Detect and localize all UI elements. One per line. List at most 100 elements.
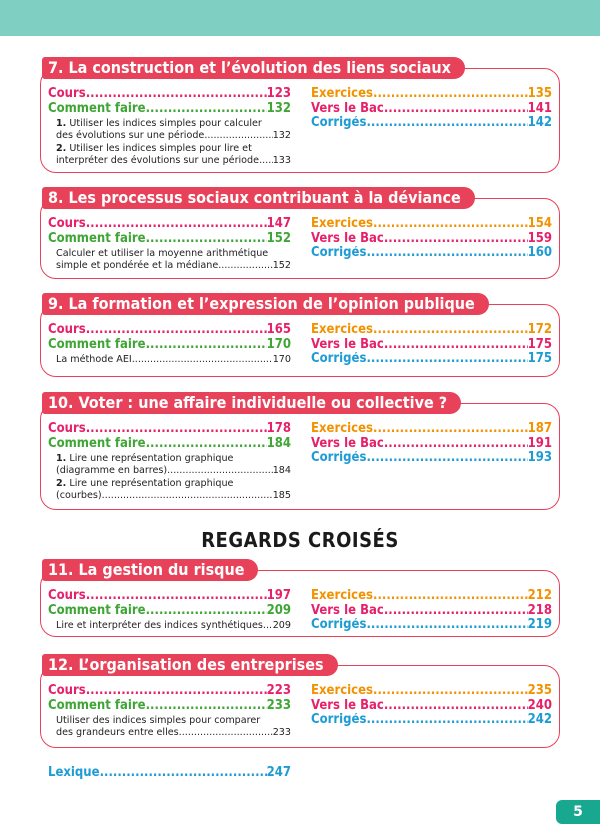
corriges-page: 175 [527, 352, 552, 366]
sub-page: 233 [272, 727, 291, 738]
corriges-page: 219 [527, 618, 552, 632]
vers-le-bac-entry[interactable]: Vers le Bac218 [311, 604, 552, 619]
lexique-entry[interactable]: Lexique 247 [48, 766, 291, 781]
exercices-entry[interactable]: Exercices187 [311, 422, 552, 437]
chapter-right-column: Exercices172 Vers le Bac175 Corrigés175 [311, 323, 552, 367]
method-list: 1. Lire une représentation graphique (di… [56, 453, 291, 502]
chapter-title[interactable]: 9. La formation et l’expression de l’opi… [42, 293, 489, 315]
comment-faire-page: 132 [266, 101, 291, 116]
corriges-page: 142 [527, 116, 552, 130]
exercices-entry[interactable]: Exercices172 [311, 323, 552, 338]
comment-faire-entry[interactable]: Comment faire209 [48, 604, 291, 619]
comment-faire-entry[interactable]: Comment faire132 [48, 102, 291, 117]
chapter-title[interactable]: 8. Les processus sociaux contribuant à l… [42, 187, 475, 209]
corriges-page: 160 [527, 246, 552, 260]
chapter-left-column: Cours147 Comment faire152 Calculer et ut… [48, 217, 291, 272]
exercices-page: 212 [527, 589, 552, 603]
chapter-left-column: Cours123 Comment faire132 1. Utiliser le… [48, 87, 291, 167]
chapter-title[interactable]: 11. La gestion du risque [42, 559, 259, 581]
corriges-entry[interactable]: Corrigés175 [311, 352, 552, 367]
vers-le-bac-entry[interactable]: Vers le Bac141 [311, 102, 552, 117]
vers-le-bac-entry[interactable]: Vers le Bac191 [311, 437, 552, 452]
chapter-block: 9. La formation et l’expression de l’opi… [40, 293, 560, 377]
section-heading: REGARDS CROISÉS [201, 528, 399, 552]
comment-faire-page: 152 [266, 231, 291, 246]
method-list: 1. Utiliser les indices simples pour cal… [56, 118, 291, 167]
method-entry[interactable]: Utiliser des indices simples pour compar… [56, 715, 291, 739]
sub-text-line1: Lire une représentation graphique [69, 478, 234, 489]
comment-faire-entry[interactable]: Comment faire184 [48, 437, 291, 452]
vers-le-bac-page: 191 [527, 436, 552, 451]
corriges-entry[interactable]: Corrigés242 [311, 713, 552, 728]
comment-faire-entry[interactable]: Comment faire170 [48, 338, 291, 353]
corriges-entry[interactable]: Corrigés219 [311, 618, 552, 633]
page-number-badge: 5 [556, 800, 600, 824]
vers-le-bac-page: 240 [527, 698, 552, 713]
cours-entry[interactable]: Cours147 [48, 217, 291, 232]
method-entry[interactable]: La méthode AEI 170 [56, 354, 291, 366]
comment-faire-page: 233 [266, 698, 291, 713]
vers-le-bac-entry[interactable]: Vers le Bac240 [311, 699, 552, 714]
sub-text-line1: Lire une représentation graphique [69, 453, 234, 464]
chapter-left-column: Cours178 Comment faire184 1. Lire une re… [48, 422, 291, 502]
chapter-left-column: Cours197 Comment faire209 Lire et interp… [48, 589, 291, 632]
sub-text-line2: des évolutions sur une période [56, 130, 205, 141]
sub-page: 133 [272, 155, 291, 166]
exercices-entry[interactable]: Exercices154 [311, 217, 552, 232]
comment-faire-entry[interactable]: Comment faire152 [48, 232, 291, 247]
sub-text-line1: Utiliser les indices simples pour calcul… [69, 118, 262, 129]
method-entry[interactable]: Lire et interpréter des indices synthéti… [56, 620, 291, 632]
corriges-entry[interactable]: Corrigés142 [311, 116, 552, 131]
vers-le-bac-page: 175 [527, 337, 552, 352]
method-entry[interactable]: 2. Lire une représentation graphique (co… [56, 478, 291, 502]
cours-page: 223 [266, 684, 291, 698]
cours-page: 147 [266, 217, 291, 231]
corriges-page: 242 [527, 713, 552, 727]
method-entry[interactable]: 1. Utiliser les indices simples pour cal… [56, 118, 291, 142]
corriges-entry[interactable]: Corrigés160 [311, 246, 552, 261]
sub-text-line2: (courbes) [56, 490, 102, 501]
cours-page: 123 [266, 87, 291, 101]
comment-faire-page: 209 [266, 603, 291, 618]
vers-le-bac-page: 159 [527, 231, 552, 246]
chapter-block: 8. Les processus sociaux contribuant à l… [40, 187, 560, 279]
exercices-page: 154 [527, 217, 552, 231]
chapter-right-column: Exercices154 Vers le Bac159 Corrigés160 [311, 217, 552, 261]
method-entry[interactable]: 2. Utiliser les indices simples pour lir… [56, 143, 291, 167]
chapter-title[interactable]: 12. L’organisation des entreprises [42, 654, 338, 676]
lexique-label: Lexique [48, 766, 100, 780]
exercices-entry[interactable]: Exercices212 [311, 589, 552, 604]
cours-entry[interactable]: Cours197 [48, 589, 291, 604]
vers-le-bac-page: 218 [527, 603, 552, 618]
exercices-entry[interactable]: Exercices135 [311, 87, 552, 102]
vers-le-bac-entry[interactable]: Vers le Bac159 [311, 232, 552, 247]
cours-page: 165 [266, 323, 291, 337]
exercices-page: 135 [527, 87, 552, 101]
chapter-title[interactable]: 7. La construction et l’évolution des li… [42, 57, 465, 79]
cours-page: 178 [266, 422, 291, 436]
cours-entry[interactable]: Cours123 [48, 87, 291, 102]
chapter-right-column: Exercices135 Vers le Bac141 Corrigés142 [311, 87, 552, 131]
cours-entry[interactable]: Cours165 [48, 323, 291, 338]
method-list: Calculer et utiliser la moyenne arithmét… [56, 248, 291, 272]
sub-text-line2: La méthode AEI [56, 354, 132, 365]
chapter-block: 11. La gestion du risque Cours197 Commen… [40, 559, 560, 637]
chapter-right-column: Exercices212 Vers le Bac218 Corrigés219 [311, 589, 552, 633]
chapter-left-column: Cours165 Comment faire170 La méthode AEI… [48, 323, 291, 366]
vers-le-bac-entry[interactable]: Vers le Bac175 [311, 338, 552, 353]
sub-text-line1: Utiliser des indices simples pour compar… [56, 715, 261, 726]
corriges-entry[interactable]: Corrigés193 [311, 451, 552, 466]
chapter-left-column: Cours223 Comment faire233 Utiliser des i… [48, 684, 291, 739]
sub-text-line2: simple et pondérée et la médiane [56, 260, 219, 271]
method-entry[interactable]: 1. Lire une représentation graphique (di… [56, 453, 291, 477]
chapter-title[interactable]: 10. Voter : une affaire individuelle ou … [42, 392, 462, 414]
comment-faire-entry[interactable]: Comment faire233 [48, 699, 291, 714]
method-entry[interactable]: Calculer et utiliser la moyenne arithmét… [56, 248, 291, 272]
sub-text-line2: Lire et interpréter des indices synthéti… [56, 620, 263, 631]
cours-entry[interactable]: Cours223 [48, 684, 291, 699]
cours-entry[interactable]: Cours178 [48, 422, 291, 437]
exercices-entry[interactable]: Exercices235 [311, 684, 552, 699]
sub-number: 2. [56, 478, 67, 489]
chapter-block: 10. Voter : une affaire individuelle ou … [40, 392, 560, 510]
sub-page: 170 [272, 354, 291, 365]
